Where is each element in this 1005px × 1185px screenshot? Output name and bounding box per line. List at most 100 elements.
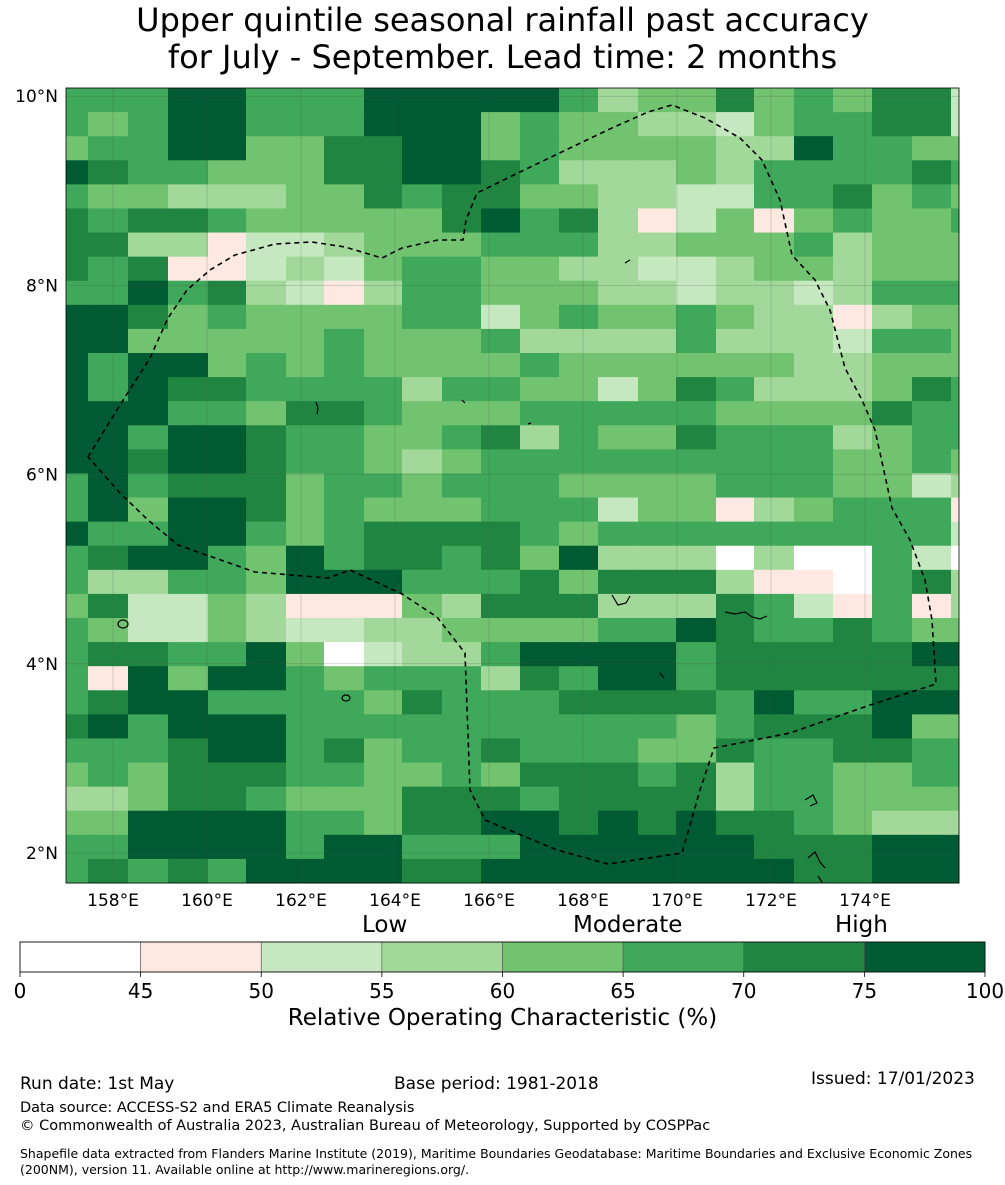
colorbar-bin <box>19 941 141 973</box>
grid-cell <box>676 88 717 113</box>
grid-cell <box>481 256 521 282</box>
grid-cell <box>754 642 795 667</box>
grid-cell <box>246 786 287 812</box>
grid-cell <box>676 208 717 234</box>
grid-cell <box>402 569 443 595</box>
grid-cell <box>716 738 755 764</box>
grid-cell <box>951 377 960 402</box>
grid-cell <box>364 545 403 571</box>
grid-cell <box>246 738 287 764</box>
grid-cell <box>951 834 960 860</box>
grid-cell <box>754 618 795 643</box>
grid-cell <box>559 666 599 691</box>
grid-cell <box>481 762 521 788</box>
grid-cell <box>716 473 755 499</box>
grid-cell <box>442 714 482 739</box>
grid-cell <box>716 786 755 812</box>
grid-cell <box>559 208 599 234</box>
grid-cell <box>128 401 169 426</box>
grid-cell <box>324 256 365 282</box>
grid-cell <box>638 280 677 306</box>
grid-cell <box>676 618 717 643</box>
grid-cell <box>246 473 287 499</box>
grid-cell <box>951 280 960 306</box>
grid-cell <box>676 497 717 523</box>
grid-cell <box>442 762 482 788</box>
rainfall-accuracy-map: 2°N4°N6°N8°N10°N12°N14°N16°N18°N 158°E16… <box>15 87 960 911</box>
colorbar-tick-label: 50 <box>249 979 274 1003</box>
grid-cell <box>638 449 677 474</box>
grid-cell <box>208 618 247 643</box>
grid-cell <box>442 328 482 354</box>
grid-cell <box>598 353 639 378</box>
grid-cell <box>128 497 169 523</box>
grid-cell <box>364 256 403 282</box>
grid-cell <box>208 714 247 739</box>
grid-cell <box>951 593 960 619</box>
grid-cell <box>88 328 129 354</box>
grid-cell <box>168 858 209 884</box>
grid-cell <box>676 304 717 330</box>
colorbar-tick-label: 75 <box>852 979 877 1003</box>
grid-cell <box>66 666 89 691</box>
grid-cell <box>88 545 129 571</box>
grid-cell <box>716 112 755 137</box>
grid-cell <box>559 858 599 884</box>
grid-cell <box>754 786 795 812</box>
grid-cell <box>833 762 873 788</box>
grid-cell <box>754 353 795 378</box>
grid-cell <box>833 256 873 282</box>
grid-cell <box>520 786 560 812</box>
grid-cell <box>481 160 521 185</box>
grid-cell <box>442 786 482 812</box>
grid-cell <box>951 425 960 450</box>
grid-cell <box>286 353 325 378</box>
grid-cell <box>912 642 952 667</box>
grid-cell <box>912 401 952 426</box>
grid-cell <box>481 834 521 860</box>
grid-cell <box>833 328 873 354</box>
grid-cell <box>66 618 89 643</box>
grid-cell <box>66 328 89 354</box>
grid-cell <box>716 401 755 426</box>
grid-cell <box>559 786 599 812</box>
colorbar-axis-label: Relative Operating Characteristic (%) <box>287 1005 718 1031</box>
grid-cell <box>128 184 169 209</box>
grid-cell <box>520 810 560 836</box>
grid-cell <box>364 497 403 523</box>
grid-cell <box>286 112 325 137</box>
longitude-tick-label: 160°E <box>181 891 233 911</box>
grid-cell <box>951 569 960 595</box>
grid-cell <box>402 280 443 306</box>
grid-cell <box>364 858 403 884</box>
grid-cell <box>442 810 482 836</box>
grid-cell <box>794 521 834 547</box>
grid-cell <box>168 690 209 715</box>
grid-cell <box>246 280 287 306</box>
grid-cell <box>638 160 677 185</box>
grid-cell <box>872 449 913 474</box>
grid-cell <box>598 256 639 282</box>
grid-cell <box>951 642 960 667</box>
grid-cell <box>872 762 913 788</box>
grid-cell <box>128 786 169 812</box>
grid-cell <box>481 521 521 547</box>
grid-cell <box>794 184 834 209</box>
grid-cell <box>442 280 482 306</box>
grid-cell <box>208 136 247 161</box>
grid-cell <box>676 473 717 499</box>
colorbar-tick-label: 0 <box>14 979 27 1003</box>
grid-cell <box>66 449 89 474</box>
grid-cell <box>912 377 952 402</box>
grid-cell <box>912 425 952 450</box>
grid-cell <box>481 208 521 234</box>
grid-cell <box>128 256 169 282</box>
grid-cell <box>442 569 482 595</box>
grid-cell <box>402 112 443 137</box>
grid-cell <box>912 738 952 764</box>
grid-cell <box>638 88 677 113</box>
grid-cell <box>520 256 560 282</box>
grid-cell <box>754 184 795 209</box>
grid-cell <box>520 642 560 667</box>
grid-cell <box>364 88 403 113</box>
